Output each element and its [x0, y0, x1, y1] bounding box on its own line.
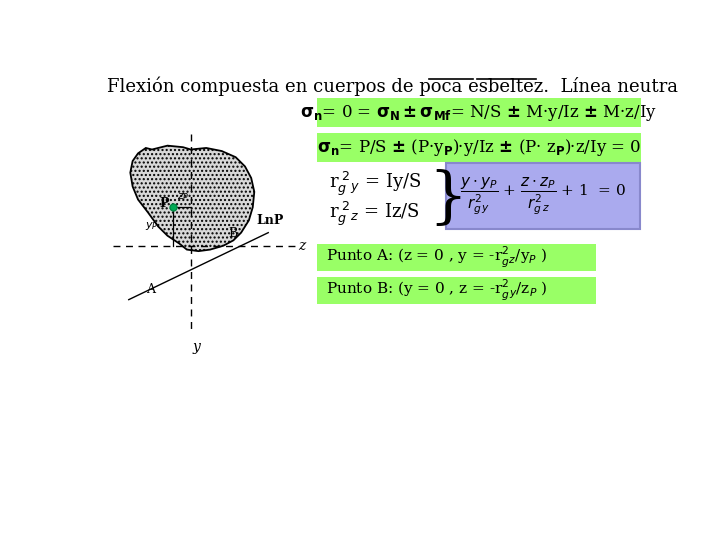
- Polygon shape: [130, 146, 254, 251]
- Text: B: B: [228, 227, 237, 240]
- Text: $z_P$: $z_P$: [177, 191, 189, 202]
- Text: $\mathbf{\sigma_n}$= P/S $\mathbf{\pm}$ (P·y$_\mathbf{P}$)·y/Iz $\mathbf{\pm}$ (: $\mathbf{\sigma_n}$= P/S $\mathbf{\pm}$ …: [317, 137, 642, 158]
- Text: $\dfrac{y \cdot y_P}{r_g^2{}_y}$ + $\dfrac{z \cdot z_P}{r_g^2{}_z}$ + 1  = 0: $\dfrac{y \cdot y_P}{r_g^2{}_y}$ + $\dfr…: [460, 175, 626, 217]
- Text: }: }: [428, 169, 468, 229]
- Text: P: P: [159, 197, 168, 210]
- Text: Flexión compuesta en cuerpos de poca esbeltez.  Línea neutra: Flexión compuesta en cuerpos de poca esb…: [107, 76, 678, 96]
- Text: A: A: [145, 283, 155, 296]
- Text: Punto B: (y = 0 , z = -r$_g^2$$_y$/z$_P$ ): Punto B: (y = 0 , z = -r$_g^2$$_y$/z$_P$…: [326, 278, 548, 303]
- FancyBboxPatch shape: [446, 163, 640, 229]
- Text: $\mathbf{\sigma_n}$= 0 = $\mathbf{\sigma_N \pm \sigma_{Mf}}$= N/S $\mathbf{\pm}$: $\mathbf{\sigma_n}$= 0 = $\mathbf{\sigma…: [300, 103, 657, 123]
- Text: r$_g^{\ 2}$$_y$ = Iy/S: r$_g^{\ 2}$$_y$ = Iy/S: [329, 170, 421, 198]
- FancyBboxPatch shape: [317, 278, 596, 304]
- Text: $y_P$: $y_P$: [145, 220, 159, 233]
- Text: y: y: [192, 340, 200, 354]
- FancyBboxPatch shape: [317, 98, 641, 127]
- Text: r$_g^{\ 2}$$_z$ = Iz/S: r$_g^{\ 2}$$_z$ = Iz/S: [329, 199, 420, 227]
- Text: z: z: [297, 239, 305, 253]
- Text: Punto A: (z = 0 , y = -r$_g^2$$_z$/y$_P$ ): Punto A: (z = 0 , y = -r$_g^2$$_z$/y$_P$…: [326, 245, 548, 270]
- FancyBboxPatch shape: [317, 132, 641, 162]
- Text: LnP: LnP: [256, 213, 284, 226]
- FancyBboxPatch shape: [317, 244, 596, 271]
